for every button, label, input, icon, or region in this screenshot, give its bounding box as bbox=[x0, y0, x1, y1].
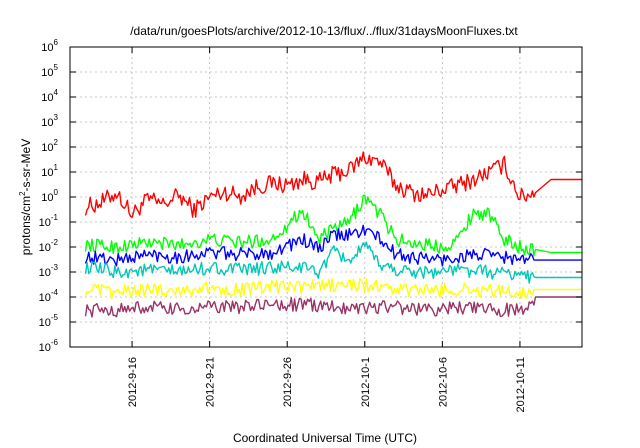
y-tick-base: 10 bbox=[39, 242, 51, 254]
x-tick-label: 2012-10-1 bbox=[360, 357, 372, 407]
x-tick-label: 2012-9-16 bbox=[127, 357, 139, 407]
y-tick-base: 10 bbox=[41, 67, 53, 79]
y-tick-label: 10-1 bbox=[39, 213, 59, 229]
y-tick-exponent: 1 bbox=[54, 163, 59, 172]
y-tick-exponent: -5 bbox=[51, 313, 59, 322]
y-tick-exponent: -1 bbox=[51, 213, 59, 222]
y-tick-base: 10 bbox=[39, 267, 51, 279]
series-line-6 bbox=[84, 296, 582, 318]
y-axis: 10-610-510-410-310-210-11001011021031041… bbox=[39, 38, 582, 354]
y-tick-base: 10 bbox=[41, 192, 53, 204]
y-tick-base: 10 bbox=[41, 42, 53, 54]
y-tick-exponent: 0 bbox=[54, 188, 59, 197]
y-tick-base: 10 bbox=[41, 142, 53, 154]
y-tick-exponent: 6 bbox=[54, 38, 59, 47]
y-tick-label: 106 bbox=[41, 38, 58, 54]
x-axis: 2012-9-16 2012-9-21 2012-9-26 2012-10-1 2012… bbox=[127, 47, 527, 412]
y-tick-label: 104 bbox=[41, 88, 58, 104]
y-tick-base: 10 bbox=[39, 292, 51, 304]
y-tick-label: 10-5 bbox=[39, 313, 59, 329]
y-tick-label: 10-4 bbox=[39, 288, 59, 304]
y-tick-base: 10 bbox=[41, 92, 53, 104]
series-line-4 bbox=[84, 241, 582, 284]
series-line-5 bbox=[84, 277, 582, 300]
y-tick-label: 101 bbox=[41, 163, 58, 179]
series-line-2 bbox=[84, 194, 582, 257]
y-tick-exponent: 4 bbox=[54, 88, 59, 97]
y-tick-base: 10 bbox=[39, 342, 51, 354]
y-tick-base: 10 bbox=[39, 217, 51, 229]
x-tick-label: 2012-10-6 bbox=[437, 357, 449, 407]
y-tick-exponent: 2 bbox=[54, 138, 59, 147]
y-tick-exponent: 5 bbox=[54, 63, 59, 72]
x-tick-label: 2012-9-26 bbox=[282, 357, 294, 407]
y-tick-base: 10 bbox=[39, 317, 51, 329]
y-tick-label: 10-2 bbox=[39, 238, 59, 254]
y-tick-exponent: -6 bbox=[51, 338, 59, 347]
y-tick-label: 103 bbox=[41, 113, 58, 129]
y-tick-exponent: -3 bbox=[51, 263, 59, 272]
x-axis-label: Coordinated Universal Time (UTC) bbox=[233, 431, 417, 445]
y-tick-base: 10 bbox=[41, 167, 53, 179]
series-line-3 bbox=[84, 224, 582, 267]
y-tick-base: 10 bbox=[41, 117, 53, 129]
y-tick-exponent: -2 bbox=[51, 238, 59, 247]
y-tick-label: 10-6 bbox=[39, 338, 59, 354]
y-tick-label: 100 bbox=[41, 188, 58, 204]
y-tick-exponent: -4 bbox=[51, 288, 59, 297]
x-tick-label: 2012-9-21 bbox=[205, 357, 217, 407]
y-tick-exponent: 3 bbox=[54, 113, 59, 122]
y-tick-label: 105 bbox=[41, 63, 58, 79]
y-tick-label: 10-3 bbox=[39, 263, 59, 279]
y-axis-label: protons/cm2-s-sr-MeV bbox=[18, 139, 33, 255]
series-layer bbox=[84, 151, 582, 318]
y-tick-label: 102 bbox=[41, 138, 58, 154]
series-line-1 bbox=[84, 151, 582, 218]
chart-title: /data/run/goesPlots/archive/2012-10-13/f… bbox=[130, 24, 518, 38]
x-tick-label: 2012-10-11 bbox=[515, 357, 527, 412]
